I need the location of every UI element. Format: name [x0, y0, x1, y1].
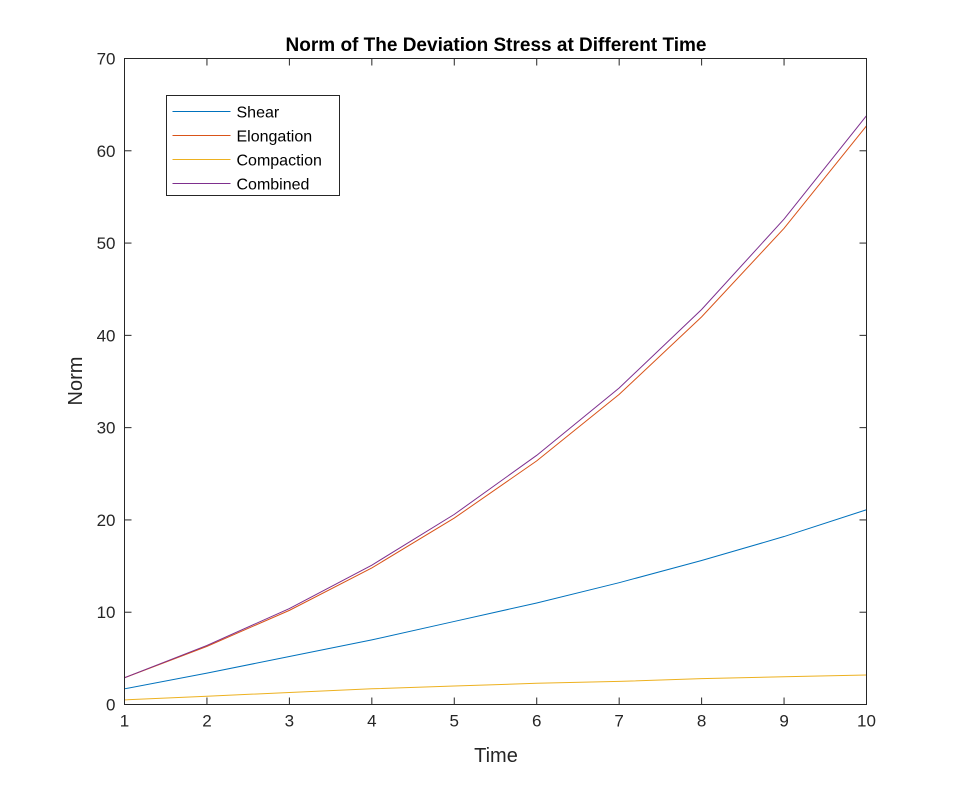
x-tick-label: 3	[285, 712, 294, 731]
series-line-compaction	[124, 674, 867, 701]
legend: Shear Elongation Compaction Combined	[166, 95, 340, 196]
x-tick-label: 7	[614, 712, 623, 731]
y-tick-label: 30	[97, 419, 116, 438]
chart-title: Norm of The Deviation Stress at Differen…	[286, 35, 707, 56]
x-tick-label: 2	[202, 712, 211, 731]
x-tick-label: 8	[697, 712, 706, 731]
series-line-elongation	[124, 125, 867, 679]
y-tick-label: 50	[97, 234, 116, 253]
y-axis-label: Norm	[65, 357, 87, 406]
x-axis-label: Time	[474, 745, 518, 767]
x-tick-label: 10	[857, 712, 876, 731]
x-tick-label: 9	[779, 712, 788, 731]
axes-box	[124, 58, 867, 705]
x-tick-label: 4	[367, 712, 376, 731]
y-tick-label: 70	[97, 50, 116, 69]
legend-box	[166, 95, 340, 196]
series-line-shear	[124, 509, 867, 690]
y-tick-label: 0	[106, 696, 115, 715]
x-tick-label: 1	[120, 712, 129, 731]
legend-label-elongation: Elongation	[237, 129, 313, 146]
x-tick-label: 6	[532, 712, 541, 731]
y-tick-label: 40	[97, 326, 116, 345]
legend-label-shear: Shear	[237, 105, 280, 122]
series-line-combined	[124, 115, 867, 679]
y-tick-label: 10	[97, 603, 116, 622]
legend-label-compaction: Compaction	[237, 153, 322, 170]
legend-label-combined: Combined	[237, 177, 310, 194]
y-tick-label: 60	[97, 142, 116, 161]
axis-ticks: 1 2 3 4 5 6 7 8 9 10 0 10 20 30 40 50 60 70	[97, 50, 876, 731]
y-tick-label: 20	[97, 511, 116, 530]
plot-area	[124, 115, 867, 701]
x-tick-label: 5	[450, 712, 459, 731]
